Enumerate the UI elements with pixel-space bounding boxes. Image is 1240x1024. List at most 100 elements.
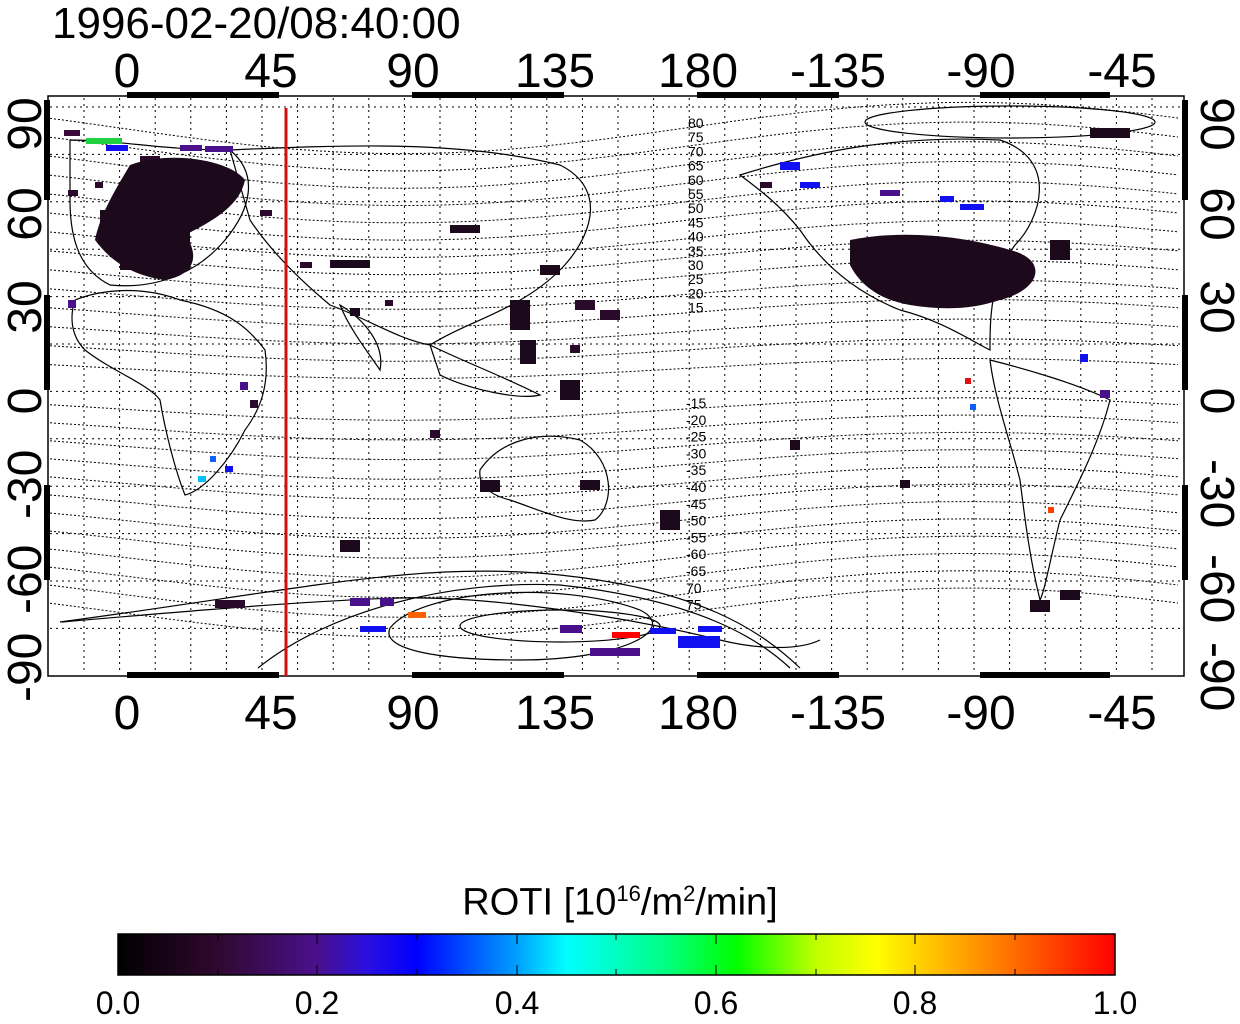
contour-label: 65 — [688, 158, 704, 174]
roti-marker — [510, 300, 530, 330]
contour-label: 55 — [688, 186, 704, 202]
roti-marker — [1050, 240, 1070, 260]
roti-marker — [198, 476, 206, 482]
contour-line — [49, 570, 1179, 618]
contour-label: -25 — [686, 429, 706, 445]
roti-marker — [612, 632, 640, 638]
asia-outline — [229, 145, 591, 346]
roti-marker — [205, 146, 233, 152]
roti-marker — [1100, 390, 1110, 398]
left-lat-tick: 30 — [0, 280, 52, 334]
roti-marker — [780, 162, 800, 170]
right-lat-tick: -90 — [1190, 642, 1240, 712]
colorbar-tick: 0.0 — [95, 985, 141, 1021]
solid-contours — [59, 105, 1156, 669]
roti-marker — [480, 480, 500, 492]
right-lat-tick: 0 — [1190, 387, 1240, 415]
colorbar-title-mid: /m — [640, 881, 684, 924]
bottom-lon-tick: 45 — [244, 687, 298, 740]
roti-marker — [580, 480, 600, 490]
contour-line — [49, 483, 1179, 520]
top-lon-tick: -45 — [1087, 45, 1157, 98]
contour-line — [49, 358, 1179, 379]
roti-marker — [450, 225, 480, 233]
contour-label: 50 — [688, 200, 704, 216]
roti-marker — [380, 598, 394, 606]
roti-marker — [575, 300, 595, 310]
contour-label: 15 — [688, 300, 704, 316]
roti-marker — [540, 265, 560, 275]
contour-line — [49, 553, 1179, 598]
top-lon-tick: -90 — [946, 45, 1016, 98]
contour-labels: 8075706560555045403530252015-15-20-25-30… — [686, 115, 706, 613]
contour-label: 40 — [688, 229, 704, 245]
roti-marker — [360, 626, 386, 632]
australia-outline — [479, 435, 610, 522]
right-lat-tick: -60 — [1190, 554, 1240, 624]
left-lat-tick: -60 — [0, 544, 52, 614]
top-lon-tick: 0 — [113, 45, 141, 98]
contour-line — [49, 587, 1179, 638]
colorbar-tick: 0.2 — [294, 985, 340, 1021]
roti-marker — [940, 196, 954, 202]
colorbar-title-prefix: ROTI [10 — [462, 881, 617, 924]
colorbar-title-exponent: 16 — [616, 881, 641, 906]
colorbar — [117, 933, 1116, 976]
roti-marker — [250, 400, 258, 408]
roti-marker — [385, 300, 393, 306]
plot-title: 1996-02-20/08:40:00 — [52, 0, 461, 48]
bottom-lon-tick: 135 — [514, 687, 596, 740]
roti-marker — [408, 612, 426, 618]
right-lat-tick: -30 — [1190, 459, 1240, 529]
roti-marker — [1060, 590, 1080, 600]
roti-marker — [260, 210, 272, 216]
india-outline — [338, 303, 382, 372]
right-lat-tick: 60 — [1190, 187, 1240, 241]
roti-marker — [225, 466, 233, 472]
contour-line — [49, 161, 1179, 206]
contour-label: 60 — [688, 172, 704, 188]
top-lon-tick: 90 — [386, 45, 440, 98]
left-lat-tick: 60 — [0, 187, 52, 241]
contour-label: 35 — [688, 243, 704, 259]
contour-line — [49, 518, 1179, 559]
roti-marker — [350, 308, 360, 316]
roti-marker — [600, 310, 620, 320]
roti-marker — [880, 190, 900, 196]
roti-marker — [960, 204, 984, 210]
southeast-asia-outline — [428, 343, 542, 397]
roti-marker — [300, 262, 312, 268]
roti-marker — [1090, 128, 1130, 138]
roti-marker — [570, 345, 580, 353]
contour-line — [49, 501, 1179, 539]
contour-line — [49, 220, 1179, 258]
south-america-outline — [989, 359, 1111, 602]
contour-line — [49, 397, 1179, 421]
roti-marker — [965, 378, 971, 384]
roti-marker — [560, 625, 582, 633]
top-lon-tick: 45 — [244, 45, 298, 98]
contour-label: 70 — [686, 580, 702, 596]
antarctica-outline — [61, 597, 821, 649]
contour-label: -50 — [686, 513, 706, 529]
roti-marker — [760, 182, 772, 188]
roti-marker — [970, 404, 976, 410]
colorbar-title-suffix: /min] — [695, 881, 778, 924]
contour-label: 30 — [688, 257, 704, 273]
contour-label: -35 — [686, 462, 706, 478]
roti-marker — [210, 456, 216, 462]
roti-marker — [900, 480, 910, 488]
roti-marker — [95, 182, 103, 188]
left-lat-tick: 0 — [0, 387, 52, 415]
contour-label: -55 — [686, 529, 706, 545]
roti-marker — [68, 300, 76, 308]
contour-line — [49, 101, 1179, 155]
contour-label: -65 — [686, 563, 706, 579]
contour-label: 45 — [688, 214, 704, 230]
roti-marker — [560, 380, 580, 400]
contour-label: -30 — [686, 445, 706, 461]
colorbar-minor-ticks — [217, 934, 1016, 975]
right-lat-tick: 90 — [1190, 97, 1240, 151]
roti-marker — [350, 598, 370, 606]
